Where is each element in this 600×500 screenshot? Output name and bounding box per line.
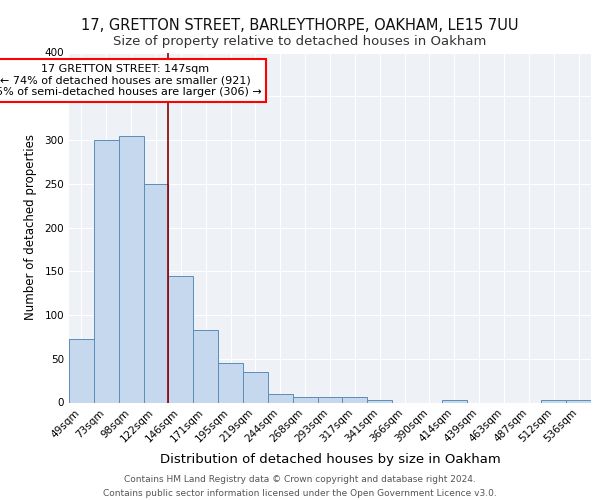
Bar [343,397,367,402]
Bar [566,400,591,402]
Bar [218,363,243,403]
Bar [143,184,169,402]
Bar [243,372,268,402]
X-axis label: Distribution of detached houses by size in Oakham: Distribution of detached houses by size … [160,452,500,466]
Y-axis label: Number of detached properties: Number of detached properties [25,134,37,320]
Bar [69,338,94,402]
Text: Size of property relative to detached houses in Oakham: Size of property relative to detached ho… [113,35,487,48]
Bar [169,276,193,402]
Text: 17 GRETTON STREET: 147sqm
← 74% of detached houses are smaller (921)
25% of semi: 17 GRETTON STREET: 147sqm ← 74% of detac… [0,64,262,97]
Bar [442,400,467,402]
Bar [317,397,343,402]
Text: Contains HM Land Registry data © Crown copyright and database right 2024.
Contai: Contains HM Land Registry data © Crown c… [103,476,497,498]
Bar [367,400,392,402]
Bar [193,330,218,402]
Bar [268,394,293,402]
Text: 17, GRETTON STREET, BARLEYTHORPE, OAKHAM, LE15 7UU: 17, GRETTON STREET, BARLEYTHORPE, OAKHAM… [81,18,519,32]
Bar [94,140,119,402]
Bar [293,397,317,402]
Bar [119,136,143,402]
Bar [541,400,566,402]
